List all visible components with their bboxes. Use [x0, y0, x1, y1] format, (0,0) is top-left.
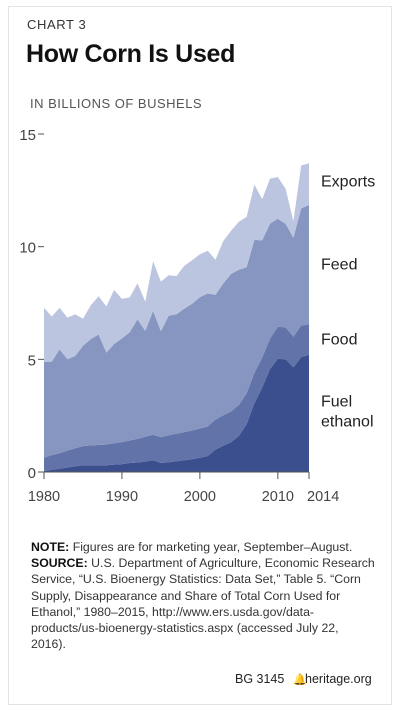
- footer: BG 3145 🔔 heritage.org: [0, 672, 400, 692]
- area-exports: [44, 163, 309, 362]
- y-tick-label: 10: [19, 240, 36, 257]
- legend-label-exports: Exports: [321, 173, 375, 190]
- report-id: BG 3145: [235, 672, 285, 686]
- y-tick-label: 15: [19, 127, 36, 144]
- note-label: NOTE:: [31, 540, 70, 554]
- x-tick-label: 1990: [106, 489, 138, 505]
- x-tick-label: 2000: [184, 489, 216, 505]
- source-line: SOURCE: U.S. Department of Agriculture, …: [31, 555, 376, 652]
- site-link[interactable]: heritage.org: [305, 672, 372, 686]
- chart-number: CHART 3: [27, 17, 87, 32]
- chart-title: How Corn Is Used: [26, 40, 236, 68]
- area-fuel-ethanol: [44, 354, 309, 472]
- x-tick-label: 1980: [28, 489, 60, 505]
- note-text: Figures are for marketing year, Septembe…: [72, 540, 353, 554]
- chart-legend: Exports Feed Food Fuel ethanol: [321, 173, 375, 430]
- source-label: SOURCE:: [31, 556, 88, 571]
- legend-label-food: Food: [321, 332, 357, 349]
- chart-frame: [8, 6, 392, 705]
- liberty-bell-icon: 🔔: [293, 674, 307, 686]
- legend-label-feed: Feed: [321, 257, 357, 274]
- chart-svg: 0 5 10 15 1980 1990 2000 2010 2014 Exports Feed Fo…: [19, 127, 375, 505]
- x-tick-label: 2010: [262, 489, 294, 505]
- y-tick-label: 5: [28, 352, 36, 369]
- legend-label-fuel-ethanol: ethanol: [321, 413, 374, 430]
- x-tick-label: 2014: [307, 489, 339, 505]
- source-text: U.S. Department of Agriculture, Economic…: [31, 556, 375, 652]
- note-line: NOTE: Figures are for marketing year, Se…: [31, 539, 376, 555]
- chart-areas: [44, 163, 309, 472]
- area-food: [44, 324, 309, 472]
- area-feed: [44, 205, 309, 458]
- chart-axes: 0 5 10 15 1980 1990 2000 2010 2014: [19, 127, 339, 505]
- unit-label: IN BILLIONS OF BUSHELS: [30, 96, 203, 111]
- legend-label-fuel-ethanol: Fuel: [321, 393, 352, 410]
- y-tick-label: 0: [28, 465, 36, 482]
- chart-notes: NOTE: Figures are for marketing year, Se…: [31, 539, 376, 652]
